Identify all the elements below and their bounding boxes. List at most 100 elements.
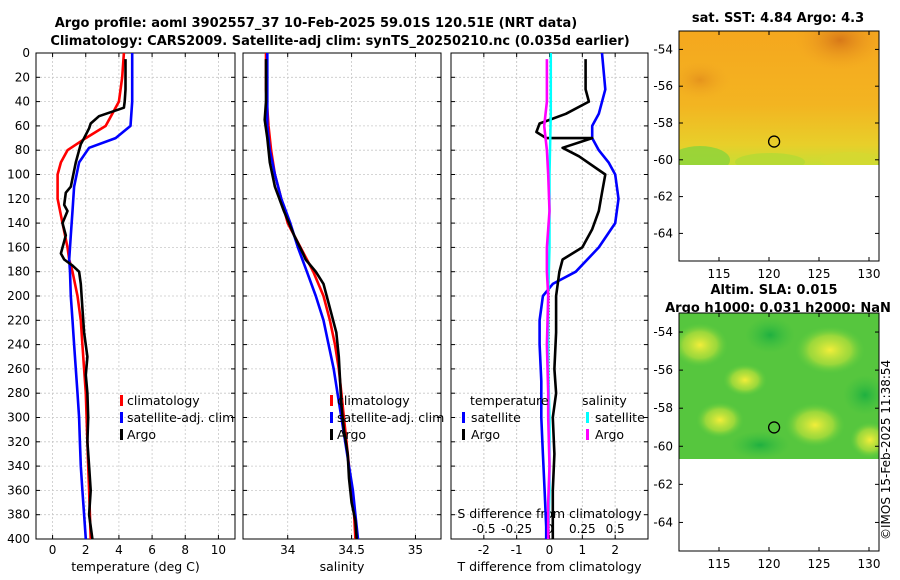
series-line-s-argo bbox=[542, 59, 551, 539]
map-x-tick-label: 115 bbox=[708, 557, 731, 571]
y-tick-label: 0 bbox=[22, 46, 30, 60]
y-tick-label: 340 bbox=[7, 459, 30, 473]
map-x-tick-label: 125 bbox=[808, 267, 831, 281]
map-y-tick-label: -56 bbox=[653, 79, 673, 93]
sst-cool-patch bbox=[679, 146, 730, 165]
secondary-x-tick-label: 0.25 bbox=[569, 522, 596, 536]
series-line-argo bbox=[59, 59, 127, 540]
map-y-tick-label: -54 bbox=[653, 42, 673, 56]
legend-swatch bbox=[330, 412, 333, 423]
sla-high-patch bbox=[795, 326, 865, 374]
x-tick-label: 1 bbox=[579, 543, 587, 557]
map-y-tick-label: -54 bbox=[653, 325, 673, 339]
series-line-t-argo bbox=[535, 59, 607, 539]
sla-low-patch bbox=[730, 431, 790, 459]
x-tick-label: 8 bbox=[181, 543, 189, 557]
x-tick-label: 4 bbox=[115, 543, 123, 557]
y-tick-label: 180 bbox=[7, 265, 30, 279]
legend-label: Argo bbox=[337, 427, 366, 442]
sst-land-mask bbox=[679, 165, 879, 261]
y-tick-label: 60 bbox=[15, 119, 30, 133]
map-x-tick-label: 130 bbox=[858, 557, 881, 571]
difference-panel: -2 -1 0 1 2 T difference from climatology -0.5… bbox=[450, 52, 649, 574]
legend-swatch bbox=[586, 429, 589, 440]
map-frame bbox=[678, 312, 880, 552]
legend-label: Argo bbox=[595, 427, 624, 442]
sla-high-patch bbox=[696, 402, 744, 438]
series-line-argo bbox=[263, 59, 358, 540]
x-tick-label: 0 bbox=[49, 543, 57, 557]
legend-title: temperature bbox=[470, 393, 549, 408]
y-tick-label: 260 bbox=[7, 362, 30, 376]
y-tick-label: 240 bbox=[7, 338, 30, 352]
y-tick-label: 400 bbox=[7, 532, 30, 546]
sst-map-panel: sat. SST: 4.84 Argo: 4.3 -54 -56 -58 -60 -62… bbox=[653, 11, 881, 281]
y-tick-label: 140 bbox=[7, 216, 30, 230]
y-tick-label: 80 bbox=[15, 143, 30, 157]
x-tick-label: 2 bbox=[611, 543, 619, 557]
x-tick-label: 0 bbox=[546, 543, 554, 557]
title-line-1: Argo profile: aoml 3902557_37 10-Feb-202… bbox=[55, 16, 577, 31]
salinity-panel: 34 34.5 35 salinity climatology satellite-adj… bbox=[242, 52, 444, 574]
argo-position-marker bbox=[767, 135, 781, 148]
legend-swatch bbox=[120, 412, 123, 423]
y-tick-label: 20 bbox=[15, 70, 30, 84]
legend-swatch bbox=[120, 395, 123, 406]
map-x-tick-label: 120 bbox=[758, 557, 781, 571]
legend-label: climatology bbox=[127, 393, 200, 408]
sla-high-patch bbox=[850, 422, 879, 458]
title-line-2: Climatology: CARS2009. Satellite-adj cli… bbox=[50, 34, 629, 49]
legend-swatch bbox=[330, 395, 333, 406]
sla-map-title-2: Argo h1000: 0.031 h2000: NaN bbox=[665, 301, 891, 316]
y-tick-label: 300 bbox=[7, 411, 30, 425]
x-tick-label: 34 bbox=[280, 543, 295, 557]
map-x-tick-label: 125 bbox=[808, 557, 831, 571]
y-tick-label: 40 bbox=[15, 95, 30, 109]
x-tick-label: -2 bbox=[478, 543, 490, 557]
y-tick-label: 120 bbox=[7, 192, 30, 206]
secondary-x-tick-label: -0.25 bbox=[501, 522, 532, 536]
y-tick-label: 200 bbox=[7, 289, 30, 303]
x-tick-label: 6 bbox=[148, 543, 156, 557]
map-frame bbox=[678, 30, 880, 262]
y-tick-label: 160 bbox=[7, 240, 30, 254]
x-tick-label: 35 bbox=[408, 543, 423, 557]
map-y-tick-label: -64 bbox=[653, 226, 673, 240]
x-tick-label: -1 bbox=[511, 543, 523, 557]
y-tick-label: 380 bbox=[7, 508, 30, 522]
map-x-tick-label: 130 bbox=[858, 267, 881, 281]
temperature-panel: 0204060801001201401601802002202402602803… bbox=[7, 46, 236, 574]
sla-high-patch bbox=[785, 403, 845, 447]
argo-position-marker bbox=[767, 421, 781, 434]
series-line-t-satellite bbox=[538, 52, 620, 539]
secondary-x-tick-label: -0.5 bbox=[472, 522, 495, 536]
legend-label: satellite bbox=[471, 410, 521, 425]
secondary-x-tick-label: 0.5 bbox=[606, 522, 625, 536]
legend-label: Argo bbox=[127, 427, 156, 442]
legend-swatch bbox=[586, 412, 589, 423]
sst-warm-patch bbox=[795, 31, 879, 70]
y-tick-label: 280 bbox=[7, 386, 30, 400]
y-tick-label: 220 bbox=[7, 313, 30, 327]
map-y-tick-label: -58 bbox=[653, 116, 673, 130]
x-axis-label: temperature (deg C) bbox=[71, 559, 200, 574]
sst-warm-patch bbox=[679, 60, 730, 100]
x-tick-label: 2 bbox=[82, 543, 90, 557]
map-x-tick-label: 120 bbox=[758, 267, 781, 281]
legend-swatch bbox=[462, 429, 465, 440]
x-axis-label: T difference from climatology bbox=[456, 559, 642, 574]
y-tick-label: 320 bbox=[7, 435, 30, 449]
map-y-tick-label: -62 bbox=[653, 190, 673, 204]
sst-map-title: sat. SST: 4.84 Argo: 4.3 bbox=[692, 11, 864, 26]
y-tick-label: 100 bbox=[7, 168, 30, 182]
map-y-tick-label: -60 bbox=[653, 153, 673, 167]
x-axis-label: salinity bbox=[320, 559, 365, 574]
map-y-tick-label: -56 bbox=[653, 363, 673, 377]
sla-high-patch bbox=[723, 364, 767, 396]
sst-cool-patch bbox=[735, 153, 805, 165]
imos-credit: ©IMOS 15-Feb-2025 11:38:54 bbox=[879, 360, 893, 540]
legend-swatch bbox=[120, 429, 123, 440]
sst-cool-patch bbox=[820, 152, 879, 165]
map-x-tick-label: 115 bbox=[708, 267, 731, 281]
